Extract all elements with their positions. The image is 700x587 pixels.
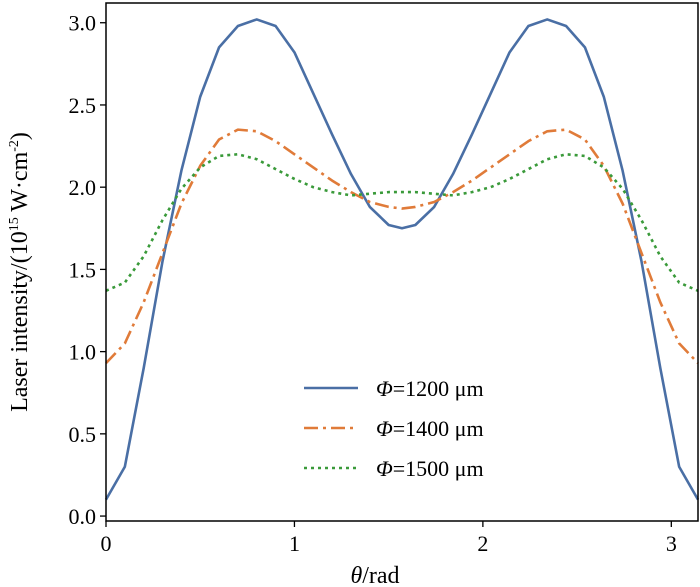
x-tick-label: 0 — [101, 531, 112, 556]
legend: Φ=1200 μm Φ=1400 μm Φ=1500 μm — [304, 376, 484, 481]
legend-label-2: Φ=1400 μm — [376, 416, 484, 441]
y-tick-label: 0.0 — [69, 504, 97, 529]
y-tick-label: 1.0 — [69, 340, 97, 365]
legend-label-3: Φ=1500 μm — [376, 456, 484, 481]
series-line-1 — [104, 18, 700, 501]
y-axis-label: Laser intensity/(1015 W·cm-2) — [7, 132, 33, 412]
y-tick-label: 2.5 — [69, 93, 97, 118]
plot-area — [104, 18, 700, 501]
y-tick-label: 2.0 — [69, 175, 97, 200]
x-axis: 0 1 2 3 — [101, 521, 677, 556]
y-tick-label: 3.0 — [69, 11, 97, 36]
x-tick-label: 2 — [477, 531, 488, 556]
x-tick-label: 1 — [289, 531, 300, 556]
y-tick-label: 0.5 — [69, 422, 97, 447]
series-line-2 — [105, 128, 699, 365]
plot-frame — [105, 2, 699, 522]
x-tick-label: 3 — [666, 531, 677, 556]
y-tick-label: 1.5 — [69, 257, 97, 282]
x-axis-label: θ/rad — [350, 563, 399, 587]
y-axis: 0.0 0.5 1.0 1.5 2.0 2.5 3.0 — [69, 11, 106, 529]
legend-label-1: Φ=1200 μm — [376, 376, 484, 401]
series-line-3 — [105, 152, 699, 292]
